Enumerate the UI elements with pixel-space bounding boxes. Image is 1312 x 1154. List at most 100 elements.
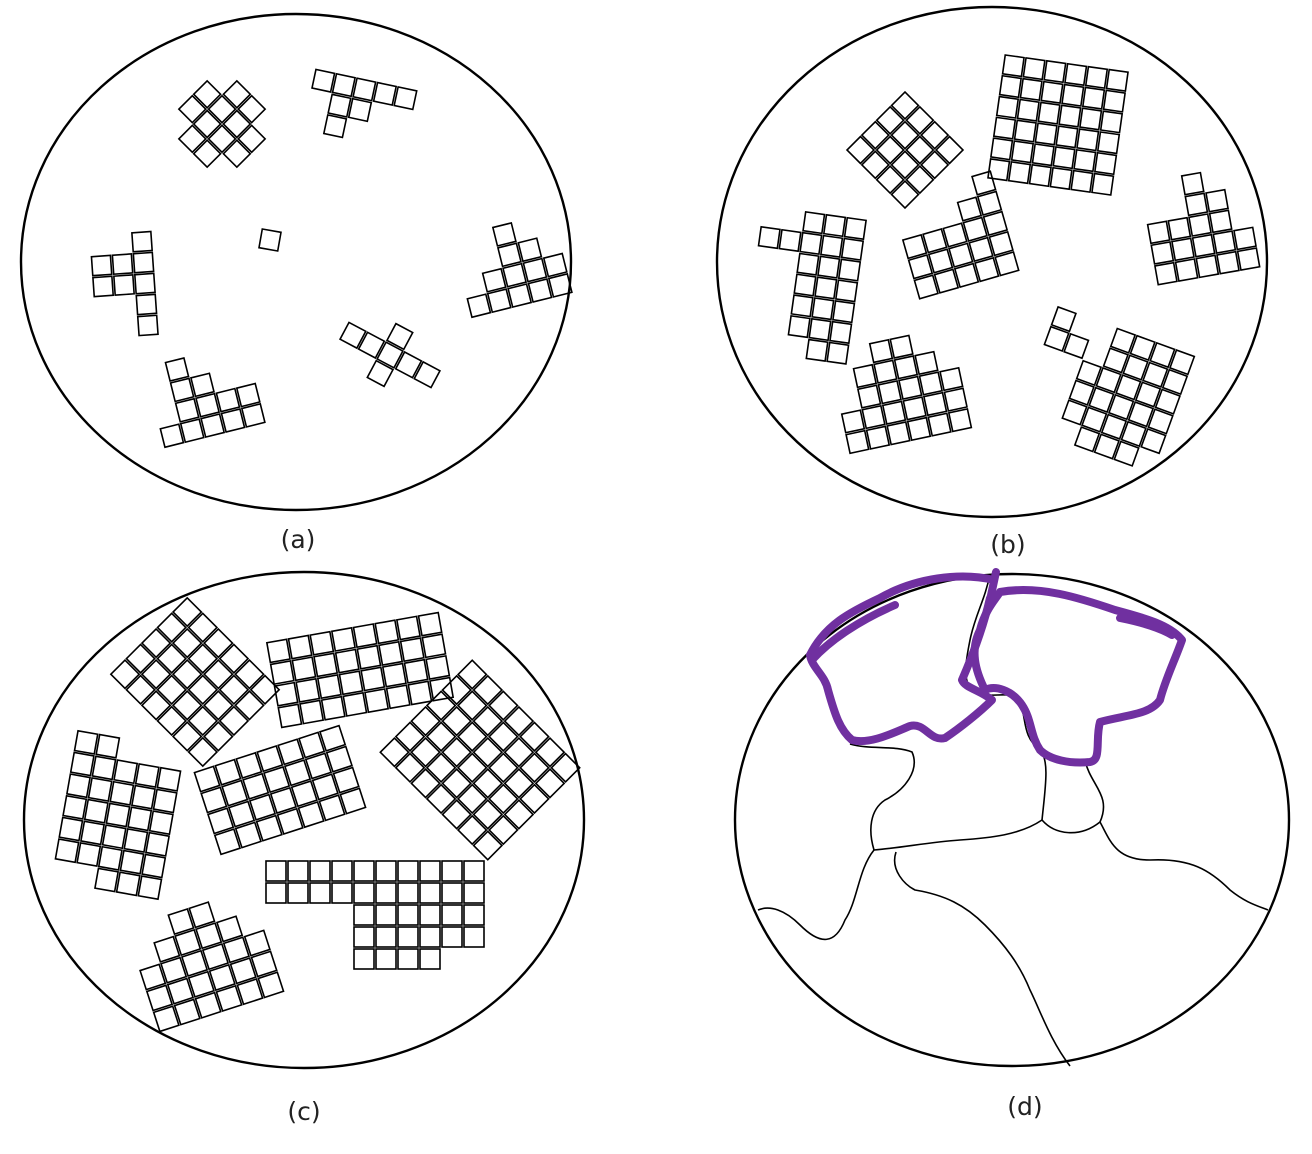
lattice-cell bbox=[1073, 426, 1101, 453]
lattice-cell bbox=[421, 633, 447, 659]
lattice-cell bbox=[927, 412, 952, 437]
lattice-cell bbox=[902, 396, 927, 421]
lattice-cell bbox=[297, 800, 325, 829]
lattice-cell bbox=[187, 705, 219, 737]
lattice-cell bbox=[456, 814, 488, 846]
lattice-cell bbox=[491, 221, 517, 247]
panel-c-caption: (c) bbox=[287, 1097, 320, 1126]
crystal-grain bbox=[258, 228, 282, 252]
lattice-cell bbox=[1040, 80, 1064, 104]
lattice-cell bbox=[248, 793, 277, 821]
lattice-cell bbox=[890, 120, 920, 150]
lattice-cell bbox=[943, 387, 968, 412]
lattice-cell bbox=[956, 196, 983, 222]
lattice-cell bbox=[793, 273, 817, 297]
crystal-grain bbox=[265, 860, 485, 970]
lattice-cell bbox=[222, 139, 252, 169]
lattice-cell bbox=[397, 860, 419, 882]
lattice-cell bbox=[998, 74, 1023, 99]
lattice-cell bbox=[840, 237, 865, 261]
lattice-cell bbox=[192, 139, 222, 169]
lattice-cell bbox=[441, 768, 472, 799]
lattice-cell bbox=[898, 375, 923, 401]
lattice-cell bbox=[875, 135, 905, 165]
lattice-cell bbox=[901, 233, 928, 260]
lattice-cell bbox=[1147, 408, 1174, 435]
lattice-cell bbox=[187, 674, 219, 706]
lattice-cell bbox=[817, 255, 841, 279]
lattice-cell bbox=[375, 860, 397, 882]
crystal-grain bbox=[265, 611, 455, 729]
lattice-cell bbox=[417, 611, 443, 637]
lattice-cell bbox=[889, 334, 914, 359]
lattice-cell bbox=[179, 418, 205, 444]
lattice-cell bbox=[419, 926, 441, 948]
lattice-cell bbox=[757, 225, 781, 250]
lattice-cell bbox=[466, 293, 492, 319]
lattice-cell bbox=[1079, 107, 1103, 131]
panel-a-nuclei bbox=[90, 68, 573, 449]
lattice-cell bbox=[395, 615, 421, 641]
lattice-cell bbox=[215, 915, 244, 943]
lattice-cell bbox=[372, 81, 398, 107]
lattice-cell bbox=[1109, 327, 1137, 354]
lattice-cell bbox=[1184, 192, 1209, 217]
lattice-cell bbox=[338, 321, 367, 350]
lattice-cell bbox=[166, 977, 195, 1005]
lattice-cell bbox=[287, 882, 309, 904]
lattice-cell bbox=[413, 360, 442, 389]
lattice-cell bbox=[456, 659, 488, 690]
lattice-cell bbox=[240, 402, 266, 428]
crystal-grain bbox=[379, 659, 581, 861]
lattice-cell bbox=[222, 79, 252, 109]
lattice-cell bbox=[820, 234, 844, 258]
lattice-cell bbox=[287, 860, 309, 882]
lattice-cell bbox=[1122, 354, 1149, 381]
lattice-cell bbox=[425, 752, 457, 784]
lattice-cell bbox=[145, 984, 174, 1012]
lattice-cell bbox=[291, 656, 317, 682]
lattice-cell bbox=[939, 366, 964, 392]
lattice-cell bbox=[376, 341, 404, 369]
lattice-cell bbox=[472, 799, 504, 830]
lattice-cell bbox=[131, 230, 154, 253]
lattice-cell bbox=[1167, 216, 1192, 241]
lattice-cell bbox=[119, 849, 145, 875]
lattice-cell bbox=[1031, 143, 1055, 167]
lattice-cell bbox=[242, 772, 270, 800]
lattice-cell bbox=[1052, 146, 1076, 170]
lattice-cell bbox=[167, 907, 195, 936]
lattice-cell bbox=[97, 845, 123, 871]
lattice-cell bbox=[441, 860, 463, 882]
lattice-cell bbox=[425, 783, 457, 815]
lattice-cell bbox=[799, 231, 823, 256]
lattice-cell bbox=[865, 425, 891, 450]
lattice-cell bbox=[962, 216, 988, 242]
lattice-cell bbox=[338, 670, 364, 696]
lattice-cell bbox=[1068, 379, 1095, 406]
lattice-cell bbox=[159, 423, 185, 449]
lattice-cell bbox=[441, 926, 463, 948]
lattice-cell bbox=[486, 288, 512, 314]
lattice-cell bbox=[1073, 148, 1097, 173]
lattice-cell bbox=[425, 721, 457, 752]
lattice-cell bbox=[187, 736, 219, 768]
lattice-cell bbox=[877, 379, 902, 405]
lattice-cell bbox=[1001, 54, 1025, 78]
lattice-cell bbox=[922, 391, 948, 417]
lattice-cell bbox=[123, 827, 149, 853]
lattice-cell bbox=[1016, 98, 1040, 122]
lattice-cell bbox=[890, 179, 920, 210]
lattice-cell bbox=[375, 904, 397, 926]
lattice-cell bbox=[298, 731, 326, 759]
lattice-cell bbox=[811, 297, 835, 321]
lattice-cell bbox=[249, 674, 281, 706]
lattice-cell bbox=[429, 676, 455, 702]
lattice-cell bbox=[290, 780, 318, 808]
panel-b-caption: (b) bbox=[990, 530, 1025, 559]
lattice-cell bbox=[156, 705, 187, 737]
crystal-grain bbox=[987, 54, 1129, 196]
lattice-cell bbox=[1100, 413, 1128, 440]
lattice-cell bbox=[218, 643, 250, 674]
lattice-cell bbox=[331, 860, 353, 882]
